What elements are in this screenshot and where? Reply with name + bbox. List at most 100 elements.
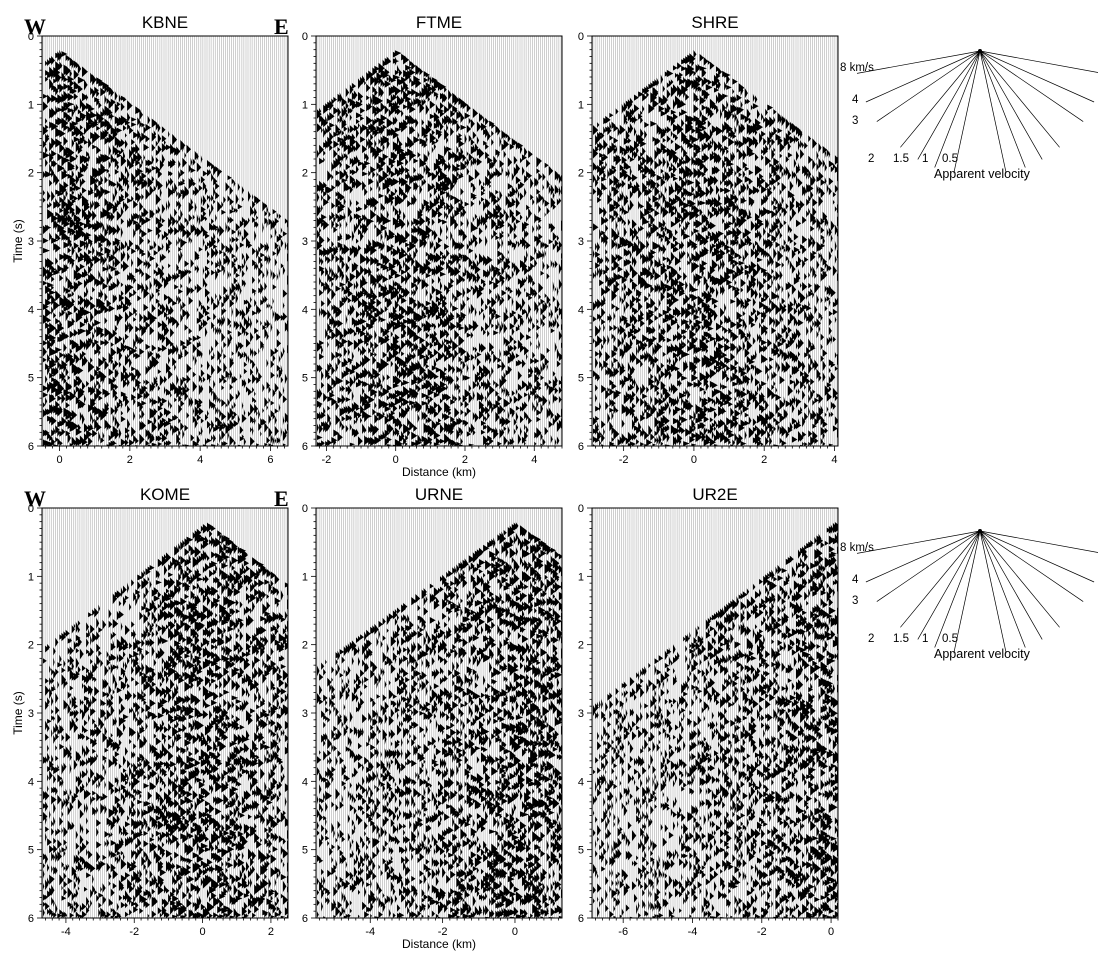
x-tick-label: 2 (127, 454, 133, 466)
panel-title: SHRE (691, 13, 738, 32)
y-axis-label: Time (s) (11, 219, 25, 263)
y-tick-label: 2 (28, 640, 34, 652)
y-tick-label: 4 (28, 776, 34, 788)
velocity-rays (856, 530, 1098, 654)
x-axis: -2 0 2 4 (595, 446, 838, 466)
seismic-traces (592, 36, 838, 446)
panel-title: KBNE (142, 13, 188, 32)
x-axis-label: Distance (km) (402, 465, 476, 479)
panel-kome: 0 1 2 3 4 5 6 -4 -2 0 2 KOME W E Time (s) (11, 485, 289, 938)
y-tick-label: 4 (578, 304, 584, 316)
x-tick-label: -2 (129, 926, 139, 938)
direction-label-west: W (24, 486, 46, 511)
y-tick-label: 1 (578, 99, 584, 111)
y-tick-label: 3 (28, 708, 34, 720)
y-tick-label: 3 (578, 236, 584, 248)
y-tick-label: 6 (28, 441, 34, 453)
y-tick-label: 2 (578, 168, 584, 180)
panel-title: UR2E (692, 485, 737, 504)
apparent-velocity-legend-1: 8 km/s 4 3 2 1.5 1 0.5 Apparent velocity (840, 49, 1098, 181)
y-tick-label: 5 (28, 373, 34, 385)
x-tick-label: 2 (761, 454, 767, 466)
y-axis-label: Time (s) (11, 691, 25, 735)
y-tick-label: 6 (302, 441, 308, 453)
y-tick-label: 0 (28, 31, 34, 43)
y-tick-label: 1 (28, 571, 34, 583)
y-tick-label: 2 (578, 640, 584, 652)
y-tick-label: 4 (28, 304, 34, 316)
y-tick-label: 2 (302, 640, 308, 652)
velocity-legends-layer: 8 km/s 4 3 2 1.5 1 0.5 Apparent velocity 8 km/s 4… (840, 49, 1098, 661)
velocity-label: 1 (922, 633, 928, 645)
x-tick-label: -4 (688, 926, 698, 938)
x-tick-label: 4 (531, 454, 537, 466)
y-tick-label: 5 (578, 373, 584, 385)
seismic-traces (592, 508, 838, 918)
x-axis: -6 -4 -2 0 (595, 918, 839, 938)
y-tick-label: 1 (302, 571, 308, 583)
x-tick-label: 0 (57, 454, 63, 466)
velocity-label: 1 (922, 153, 928, 165)
y-tick-label: 5 (578, 845, 584, 857)
panel-title: FTME (416, 13, 462, 32)
x-tick-label: -2 (619, 454, 629, 466)
y-axis: 0 1 2 3 4 5 6 (578, 31, 592, 453)
y-tick-label: 3 (578, 708, 584, 720)
y-tick-label: 2 (28, 168, 34, 180)
y-tick-label: 4 (578, 776, 584, 788)
x-tick-label: 2 (462, 454, 468, 466)
x-axis: -4 -2 0 (319, 918, 559, 938)
panel-title: URNE (415, 485, 463, 504)
seismic-traces (316, 508, 562, 918)
x-axis: 0 2 4 6 (45, 446, 285, 466)
x-tick-label: 6 (267, 454, 273, 466)
panel-kbne: 0 1 2 3 4 5 6 0 2 4 6 KBNE W E Time (s) (11, 13, 289, 466)
fan-origin-dot (978, 49, 982, 53)
y-tick-label: 4 (302, 776, 308, 788)
y-axis: 0 1 2 3 4 5 6 (302, 31, 316, 453)
x-tick-label: 0 (512, 926, 518, 938)
x-tick-label: -2 (322, 454, 332, 466)
y-tick-label: 3 (28, 236, 34, 248)
x-tick-label: 4 (831, 454, 837, 466)
y-tick-label: 5 (302, 373, 308, 385)
y-tick-label: 1 (578, 571, 584, 583)
y-tick-label: 2 (302, 168, 308, 180)
panels-layer: 0 1 2 3 4 5 6 0 2 4 6 KBNE W E Time (s) 0 1 2 3 4 5 6 -2 0 2 4 FTM… (11, 13, 839, 951)
velocity-label: 4 (852, 94, 859, 106)
seismic-traces (42, 36, 288, 446)
velocity-label: 2 (868, 633, 874, 645)
velocity-label: 8 km/s (840, 542, 874, 554)
fan-origin-dot (978, 529, 982, 533)
y-tick-label: 3 (302, 708, 308, 720)
y-axis: 0 1 2 3 4 5 6 (578, 503, 592, 925)
y-tick-label: 0 (578, 31, 584, 43)
y-axis: 0 1 2 3 4 5 6 (28, 503, 42, 925)
apparent-velocity-legend-2: 8 km/s 4 3 2 1.5 1 0.5 Apparent velocity (840, 529, 1098, 661)
x-axis: -4 -2 0 2 (45, 918, 285, 938)
x-tick-label: -2 (757, 926, 767, 938)
velocity-legend-title: Apparent velocity (934, 167, 1031, 181)
y-tick-label: 0 (302, 31, 308, 43)
seismic-traces (316, 36, 562, 446)
y-tick-label: 1 (28, 99, 34, 111)
panel-ftme: 0 1 2 3 4 5 6 -2 0 2 4 FTME Distance (km) (302, 13, 563, 479)
direction-label-east: E (274, 14, 289, 39)
plot-frame (315, 507, 563, 919)
x-tick-label: 0 (828, 926, 834, 938)
x-tick-label: -2 (438, 926, 448, 938)
x-axis: -2 0 2 4 (319, 446, 563, 466)
x-tick-label: 4 (197, 454, 203, 466)
x-tick-label: -4 (61, 926, 71, 938)
velocity-label: 0.5 (942, 633, 958, 645)
velocity-label: 4 (852, 574, 859, 586)
velocity-label: 1.5 (893, 153, 909, 165)
x-tick-label: 0 (393, 454, 399, 466)
panel-title: KOME (140, 485, 190, 504)
x-tick-label: -4 (365, 926, 375, 938)
velocity-label: 8 km/s (840, 62, 874, 74)
velocity-label: 3 (852, 595, 858, 607)
y-tick-label: 5 (302, 845, 308, 857)
y-tick-label: 6 (578, 441, 584, 453)
